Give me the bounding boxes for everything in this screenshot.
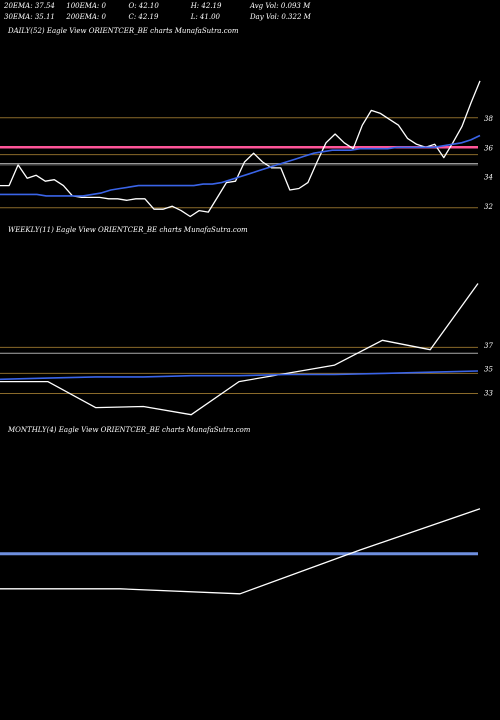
- indicator-row-2: 30EMA: 35.11 200EMA: 0 C: 42.19 L: 41.00…: [4, 13, 311, 21]
- weekly-ema-line: [0, 370, 479, 381]
- ema100-label: 100EMA: 0: [66, 2, 106, 10]
- ema200-label: 200EMA: 0: [66, 13, 106, 21]
- close-label: C: 42.19: [128, 13, 159, 21]
- indicator-row-1: 20EMA: 37.54 100EMA: 0 O: 42.10 H: 42.19…: [4, 2, 310, 10]
- daily-y-tick-2: 34: [484, 174, 493, 182]
- weekly-y-tick-1: 35: [484, 366, 493, 374]
- avg-vol-label: Avg Vol: 0.093 M: [249, 2, 311, 10]
- weekly-price-line: [0, 283, 479, 416]
- daily-y-tick-1: 36: [484, 144, 493, 152]
- day-vol-label: Day Vol: 0.322 M: [249, 13, 311, 21]
- daily-price-line: [0, 80, 481, 218]
- weekly-y-tick-2: 33: [484, 389, 493, 397]
- monthly-price-line: [0, 508, 481, 595]
- monthly-chart-title: MONTHLY(4) Eagle View ORIENTCER_BE chart…: [8, 426, 251, 434]
- ema20-label: 20EMA: 37.54: [4, 2, 55, 10]
- open-label: O: 42.10: [128, 2, 159, 10]
- ema30-label: 30EMA: 35.11: [4, 13, 55, 21]
- high-label: H: 42.19: [190, 2, 222, 10]
- daily-y-tick-0: 38: [484, 115, 493, 123]
- daily-y-tick-3: 32: [484, 203, 493, 211]
- daily-ema-line: [0, 134, 481, 197]
- weekly-y-tick-0: 37: [484, 342, 493, 350]
- daily-chart-title: DAILY(52) Eagle View ORIENTCER_BE charts…: [8, 27, 239, 35]
- low-label: L: 41.00: [190, 13, 220, 21]
- weekly-chart-title: WEEKLY(11) Eagle View ORIENTCER_BE chart…: [8, 226, 248, 234]
